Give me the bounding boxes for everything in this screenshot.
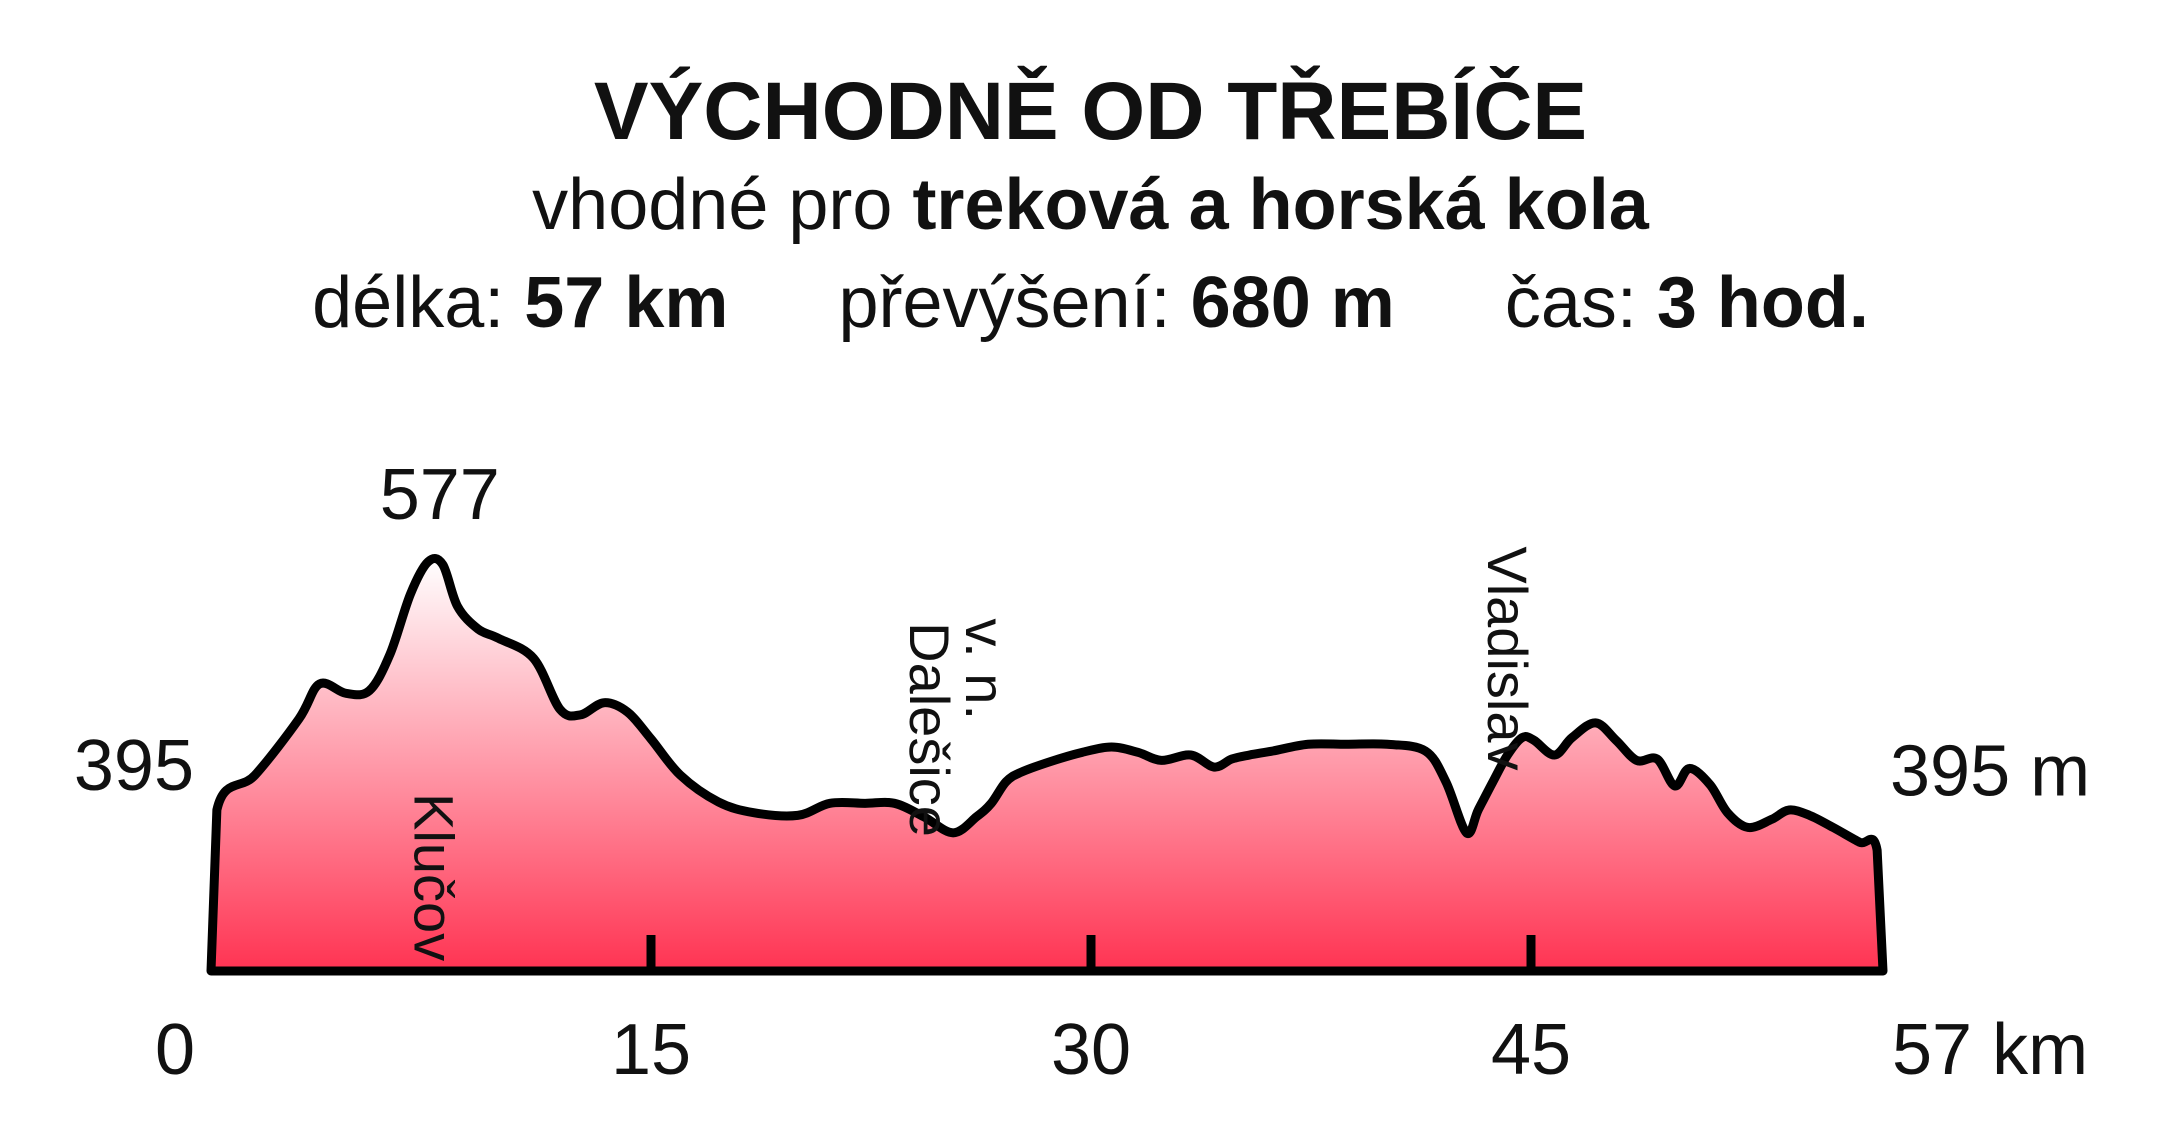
- x-tick-label: 0: [155, 1010, 195, 1090]
- x-tick-label: 57 km: [1892, 1010, 2088, 1090]
- chart-title: VÝCHODNĚ OD TŘEBÍČE: [593, 66, 1588, 157]
- length-label: délka:: [312, 263, 505, 343]
- x-tick-marks: [646, 935, 1536, 971]
- place-label: v. n.: [954, 618, 1017, 720]
- suitability-line: vhodné pro treková a horská kola: [0, 160, 2181, 250]
- climb-label: převýšení:: [838, 263, 1171, 343]
- time-label: čas:: [1504, 263, 1637, 343]
- stats-line: délka: 57 km převýšení: 680 m čas: 3 hod…: [0, 258, 2181, 348]
- time-value: 3 hod.: [1656, 263, 1869, 343]
- x-tick-label: 30: [1051, 1010, 1131, 1090]
- x-tick-label: 15: [611, 1010, 691, 1090]
- place-label: Vladislav: [1476, 546, 1539, 770]
- elevation-area: [206, 554, 1888, 976]
- end-elevation-label: 395 m: [1890, 731, 2090, 811]
- suitable-value: treková a horská kola: [912, 165, 1649, 245]
- suitable-prefix: vhodné pro: [532, 165, 893, 245]
- start-elevation-label: 395: [74, 726, 194, 806]
- x-tick-label: 45: [1491, 1010, 1571, 1090]
- chart-labels: 0 15 30 45 57 km 395 395 m 577 Klučov Dalešicev. …: [74, 455, 2090, 1090]
- place-label: Klučov: [402, 793, 465, 961]
- climb-value: 680 m: [1190, 263, 1395, 343]
- length-value: 57 km: [524, 263, 729, 343]
- place-label: Dalešice: [898, 622, 961, 837]
- peak-elevation-label: 577: [380, 455, 500, 535]
